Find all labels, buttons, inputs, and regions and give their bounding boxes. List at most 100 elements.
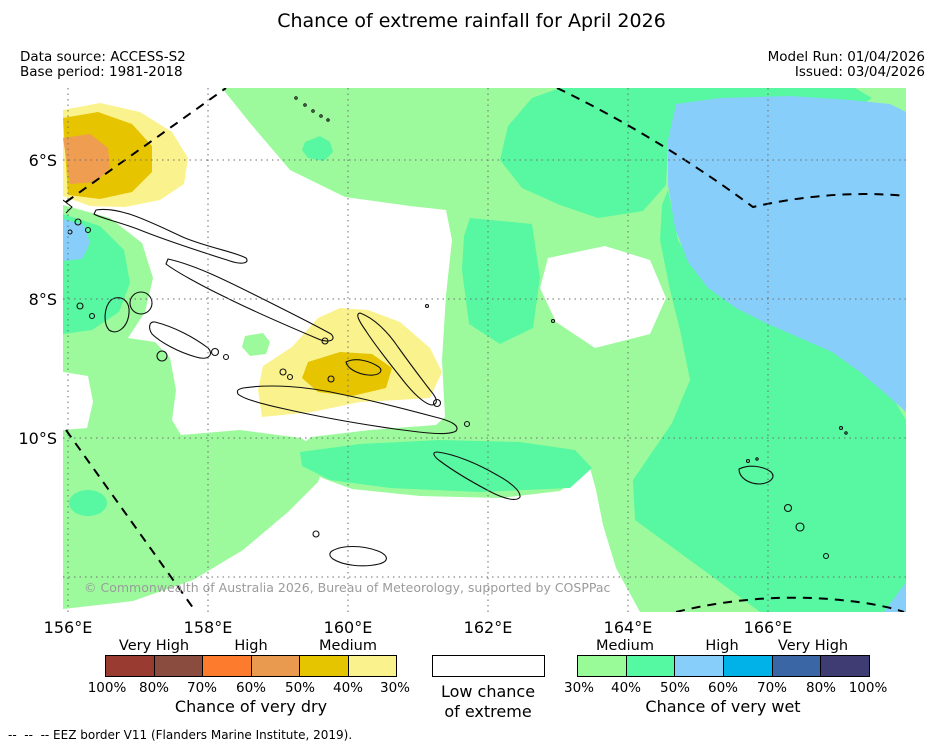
colorbar-cell-2: [675, 656, 725, 676]
dry-tick-40: 40%: [332, 680, 364, 696]
lon-label-156e: 156°E: [43, 618, 93, 637]
region-wet-blue-corner: [884, 582, 906, 612]
colorbar-cell-1: [626, 656, 676, 676]
dry-tick-50: 50%: [284, 680, 316, 696]
region-dry-gold-central: [302, 352, 392, 396]
region-wet-medium-top: [500, 88, 872, 218]
region-wet-medium-patch-north: [302, 136, 333, 161]
header-right: Model Run: 01/04/2026 Issued: 03/04/2026: [768, 50, 925, 80]
lon-label-162e: 162°E: [463, 618, 513, 637]
region-wet-blue-northeast: [668, 96, 906, 412]
dry-tick-80: 80%: [138, 680, 170, 696]
colorbar-cell-2: [203, 656, 252, 676]
coastline-treasury-2: [88, 312, 96, 320]
coastline-bougainville-tip: [62, 199, 73, 214]
colorbar-cell-0: [106, 656, 155, 676]
dry-colorbar: [105, 655, 397, 677]
data-source-label: Data source: ACCESS-S2: [20, 49, 186, 65]
eez-border-group: [65, 87, 907, 613]
dry-label-high: High: [234, 638, 268, 654]
coastline-ontong-java-3: [311, 109, 315, 113]
coastline-ulawa: [463, 420, 471, 428]
coastline-ontong-java-1: [294, 96, 298, 100]
low-chance-box: [432, 655, 545, 677]
colorbar-cell-0: [578, 656, 627, 676]
colorbar-cell-3: [251, 656, 300, 676]
dry-tick-70: 70%: [186, 680, 218, 696]
coastline-dai: [424, 303, 430, 309]
lat-label-8s: 8°S: [28, 290, 57, 309]
dry-label-very-high: Very High: [118, 638, 190, 654]
eez-border-southeast: [675, 596, 905, 613]
coastline-santa-isabel: [165, 258, 334, 342]
base-period-label: Base period: 1981-2018: [20, 64, 183, 80]
low-chance-line2: of extreme: [444, 702, 532, 721]
lon-label-164e: 164°E: [603, 618, 653, 637]
eez-border-southwest: [65, 429, 197, 613]
region-wet-medium-southeast: [633, 190, 906, 612]
coastline-gatokae: [222, 353, 230, 361]
coastline-vanikoro: [795, 522, 805, 532]
coastline-malaita: [357, 312, 437, 406]
coastline-nendo: [738, 465, 774, 485]
wet-tick-70: 70%: [756, 680, 788, 696]
dry-caption: Chance of very dry: [174, 697, 328, 716]
coastline-atoll-ne-2: [844, 431, 848, 435]
coastline-kolombangara: [129, 291, 153, 315]
coastline-san-jorge: [321, 337, 329, 345]
wet-tick-100: 100%: [848, 680, 888, 696]
coastline-new-georgia: [149, 321, 212, 359]
coastline-choiseul: [93, 208, 248, 264]
coastline-shortland-2: [84, 226, 92, 234]
map-svg: [62, 87, 907, 613]
eez-footnote: -- -- -- EEZ border V11 (Flanders Marine…: [8, 728, 353, 742]
coastline-treasury-1: [76, 302, 84, 310]
region-wet-light-patch-isabel: [242, 333, 270, 356]
low-chance-line1: Low chance: [440, 682, 536, 701]
wet-tick-80: 80%: [805, 680, 837, 696]
page-title: Chance of extreme rainfall for April 202…: [277, 10, 666, 32]
coastline-utupua: [783, 503, 793, 513]
coastline-russell-2: [286, 373, 294, 381]
dry-tick-30: 30%: [379, 680, 411, 696]
coastline-bellona: [312, 530, 320, 538]
map-canvas: [62, 87, 907, 613]
region-dry-orange-northwest: [63, 134, 110, 184]
coastline-florida-islands: [345, 359, 382, 376]
wet-colorbar: [577, 655, 870, 677]
wet-tick-50: 50%: [659, 680, 691, 696]
coastline-sikaiana: [550, 318, 556, 324]
copyright-notice: © Commonwealth of Australia 2026, Bureau…: [84, 580, 611, 595]
wet-tick-60: 60%: [707, 680, 739, 696]
region-wet-medium-corridor: [462, 218, 540, 344]
coastline-savo: [327, 375, 335, 383]
coastline-tikopia: [822, 552, 830, 560]
header-left: Data source: ACCESS-S2 Base period: 1981…: [20, 50, 186, 80]
coastline-rennell: [329, 545, 387, 567]
coastline-reef-2: [755, 457, 759, 461]
colorbar-cell-4: [772, 656, 822, 676]
coastline-makira: [433, 451, 521, 500]
model-run-label: Model Run: 01/04/2026: [767, 49, 925, 65]
issued-label: Issued: 03/04/2026: [794, 64, 925, 80]
coastline-ontong-java-2: [303, 103, 307, 107]
eez-border-northwest: [65, 87, 227, 203]
colorbar-cell-5: [821, 656, 870, 676]
region-low-chance-notch-west: [63, 372, 93, 430]
lon-label-158e: 158°E: [183, 618, 233, 637]
coastline-russell-1: [279, 368, 287, 376]
coastline-ontong-java-4: [319, 114, 323, 118]
coastline-rendova: [156, 350, 168, 362]
coastline-vangunu: [210, 347, 220, 357]
coastline-group: [62, 96, 848, 567]
lon-label-160e: 160°E: [323, 618, 373, 637]
colorbar-cell-3: [724, 656, 773, 676]
lon-label-166e: 166°E: [743, 618, 793, 637]
wet-label-high: High: [705, 638, 739, 654]
colorbar-cell-5: [348, 656, 396, 676]
coastline-maramasike: [432, 398, 442, 408]
lat-label-6s: 6°S: [28, 151, 57, 170]
wet-label-very-high: Very High: [777, 638, 849, 654]
region-wet-medium-patch-southwest: [69, 490, 107, 516]
